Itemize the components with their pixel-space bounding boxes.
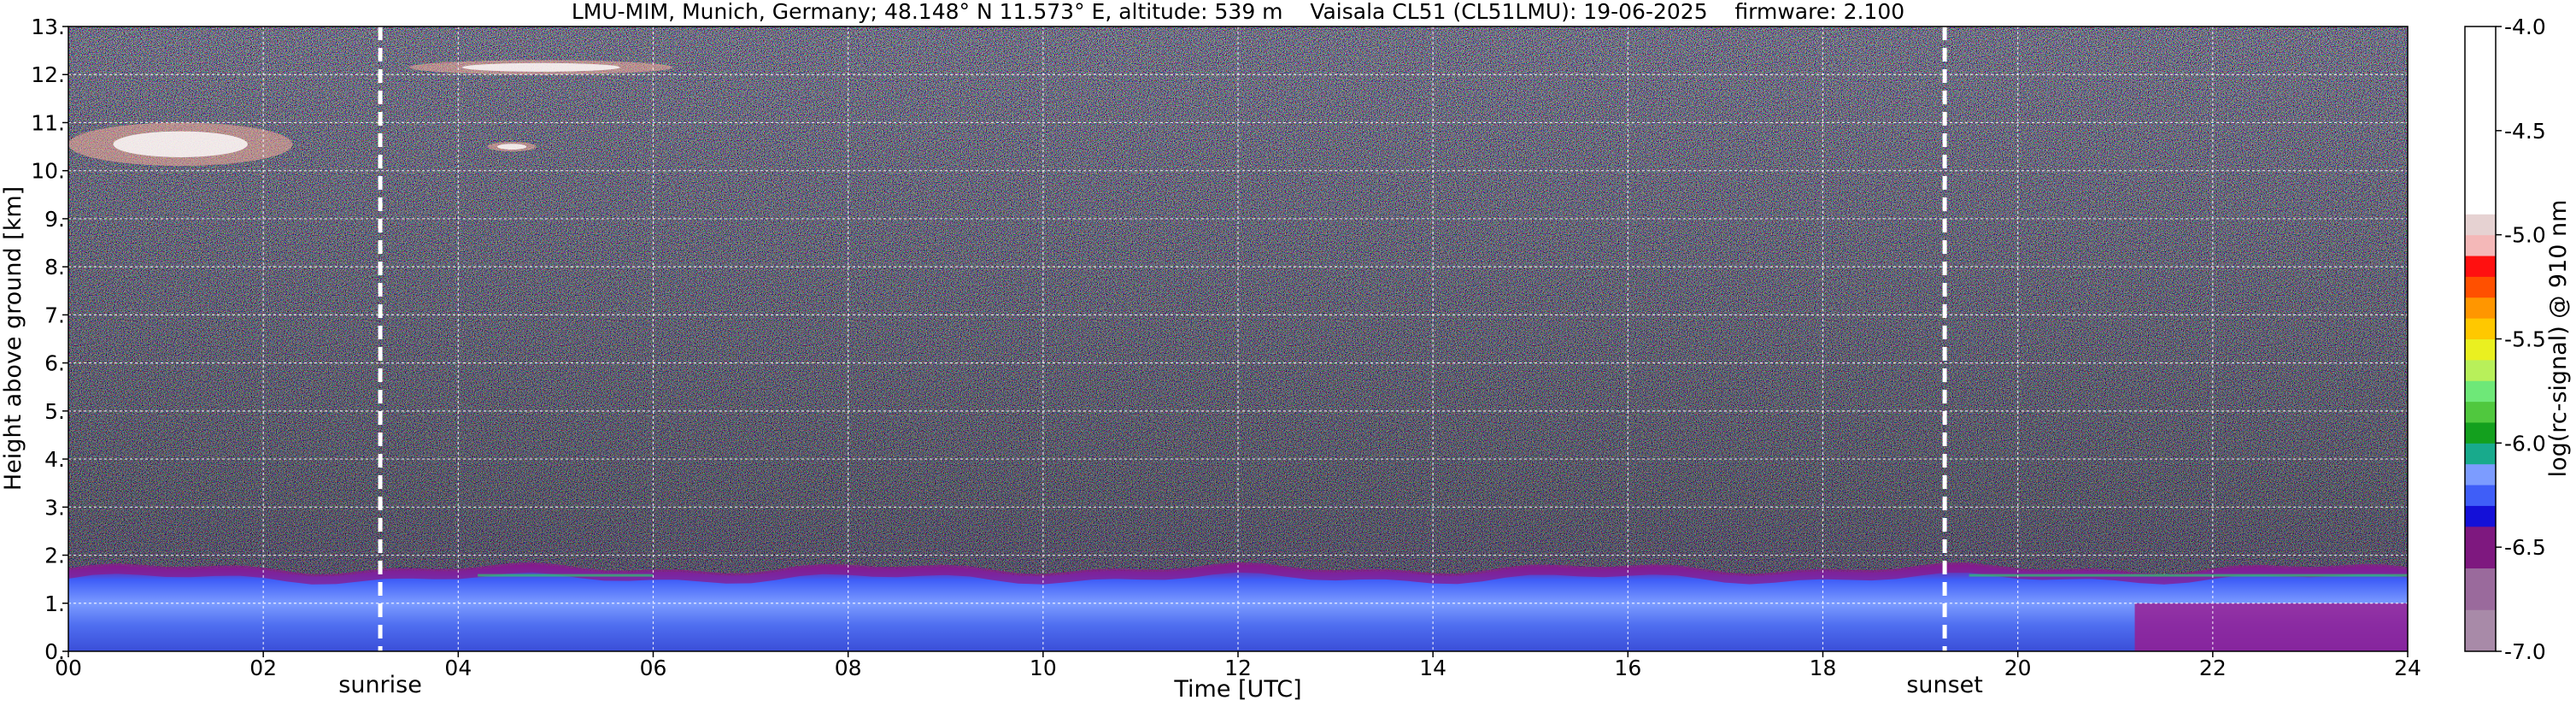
upper-cloud-core — [113, 131, 248, 157]
y-tick-label: 11. — [31, 110, 65, 135]
x-tick-label: 16 — [1614, 656, 1641, 680]
y-tick-label: 2. — [44, 544, 65, 568]
y-tick-label: 3. — [44, 495, 65, 520]
colorbar-level — [2465, 297, 2496, 319]
colorbar-level — [2465, 338, 2496, 361]
y-tick-label: 1. — [44, 591, 65, 616]
x-tick-label: 08 — [835, 656, 862, 680]
colorbar-tick-label: -6.0 — [2504, 431, 2546, 456]
y-tick-label: 4. — [44, 447, 65, 472]
colorbar-level — [2465, 318, 2496, 339]
colorbar-label: log(rc-signal) @ 910 nm — [2545, 200, 2572, 478]
x-tick-label: 14 — [1419, 656, 1446, 680]
colorbar-level — [2465, 214, 2496, 236]
y-tick-label: 9. — [44, 207, 65, 232]
x-tick-label: 20 — [2004, 656, 2032, 680]
x-tick-label: 06 — [640, 656, 667, 680]
colorbar-level — [2465, 276, 2496, 298]
colorbar-level — [2465, 568, 2496, 610]
x-tick-label: 04 — [444, 656, 472, 680]
colorbar-tick-label: -4.5 — [2504, 119, 2546, 144]
colorbar-level — [2465, 526, 2496, 569]
colorbar-tick-label: -4.0 — [2504, 15, 2546, 39]
x-axis-label: Time [UTC] — [1173, 676, 1301, 703]
chart-title: LMU-MIM, Munich, Germany; 48.148° N 11.5… — [572, 0, 1904, 24]
colorbar-tick-label: -7.0 — [2504, 639, 2546, 664]
colorbar-tick-label: -6.5 — [2504, 535, 2546, 560]
colorbar-level — [2465, 485, 2496, 506]
colorbar-level — [2465, 609, 2496, 652]
upper-cloud-core — [461, 62, 620, 72]
x-tick-label: 00 — [55, 656, 82, 680]
colorbar-level — [2465, 421, 2496, 444]
colorbar-level — [2465, 443, 2496, 465]
colorbar-tick-label: -5.5 — [2504, 327, 2546, 352]
sunrise-label: sunrise — [338, 672, 422, 698]
x-tick-label: 10 — [1030, 656, 1057, 680]
residual-layer-patch — [2134, 603, 2408, 651]
upper-cloud-core — [496, 144, 527, 150]
colorbar-level — [2465, 26, 2496, 215]
y-tick-label: 5. — [44, 399, 65, 424]
colorbar-level — [2465, 256, 2496, 277]
colorbar-level — [2465, 401, 2496, 423]
colorbar-level — [2465, 463, 2496, 485]
x-tick-label: 22 — [2199, 656, 2227, 680]
x-tick-label: 24 — [2394, 656, 2421, 680]
y-tick-label: 0. — [44, 639, 65, 664]
colorbar-level — [2465, 380, 2496, 403]
y-tick-label: 6. — [44, 351, 65, 376]
y-tick-label: 10. — [31, 159, 65, 184]
y-tick-label: 8. — [44, 255, 65, 279]
colorbar-tick-label: -5.0 — [2504, 223, 2546, 248]
y-tick-label: 7. — [44, 303, 65, 327]
x-tick-label: 18 — [1810, 656, 1837, 680]
colorbar-level — [2465, 234, 2496, 256]
colorbar-level — [2465, 359, 2496, 381]
y-axis-label: Height above ground [km] — [0, 186, 26, 491]
plot-area: sunrise sunset — [67, 26, 2409, 698]
y-tick-label: 12. — [31, 62, 65, 87]
x-tick-label: 02 — [249, 656, 277, 680]
sunset-label: sunset — [1906, 672, 1983, 698]
y-tick-label: 13. — [31, 15, 65, 39]
colorbar-level — [2465, 505, 2496, 527]
x-tick-label: 12 — [1224, 656, 1252, 680]
colorbar: -4.0 -4.5 -5.0 -5.5 -6.0 -6.5 -7.0 log(rc-sign… — [2464, 15, 2572, 664]
